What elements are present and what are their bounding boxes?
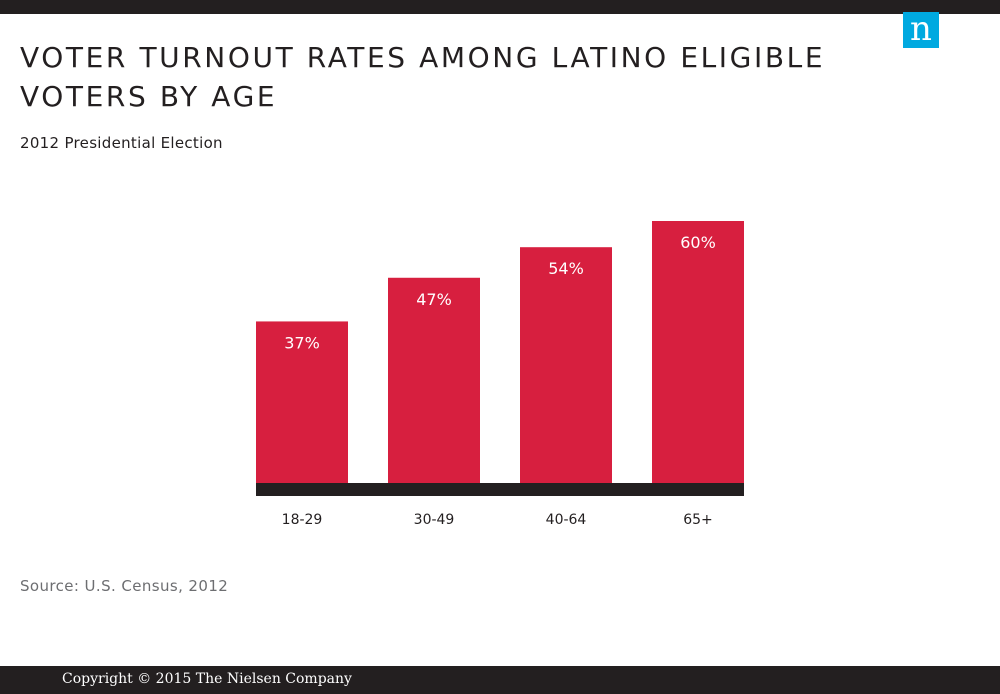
bar-chart: 37% 18-29 47% 30-49 54% 40-64 60% 65+ (256, 221, 744, 528)
x-tick-label: 18-29 (282, 512, 323, 528)
chart-title: VOTER TURNOUT RATES AMONG LATINO ELIGIBL… (20, 41, 826, 113)
copyright-footer: Copyright © 2015 The Nielsen Company (0, 666, 1000, 694)
data-label: 60% (680, 233, 716, 252)
x-tick-label: 40-64 (546, 512, 587, 528)
nielsen-logo-icon: n (903, 12, 939, 48)
data-label: 47% (416, 290, 452, 309)
data-label: 54% (548, 259, 584, 278)
bar-40-64 (520, 247, 612, 483)
bar-18-29 (256, 321, 348, 483)
top-bar (0, 0, 1000, 14)
bar-30-49 (388, 277, 480, 483)
chart-subtitle: 2012 Presidential Election (20, 134, 223, 152)
source-note: Source: U.S. Census, 2012 (20, 577, 229, 595)
bar-65+ (652, 221, 744, 483)
data-label: 37% (284, 333, 320, 352)
x-tick-label: 65+ (683, 512, 713, 528)
x-tick-label: 30-49 (414, 512, 455, 528)
x-axis-baseline (256, 483, 744, 496)
